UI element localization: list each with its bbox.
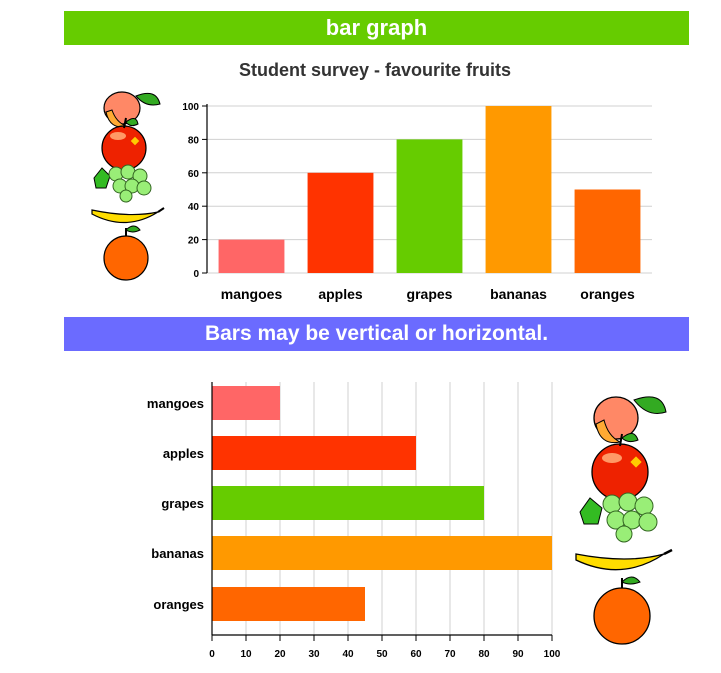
y-tick-label: 60 [188,169,200,180]
x-category-label: bananas [490,286,547,302]
bar-bananas [485,106,552,273]
bar-mangoes [218,239,285,273]
bar-grapes [396,139,463,273]
apple-icon [101,117,147,171]
y-tick-label: 100 [182,102,199,113]
y-category-label: apples [163,446,204,461]
bar-bananas [212,536,552,570]
y-tick-label: 20 [188,236,200,247]
y-tick-label: 80 [188,135,200,146]
x-tick-label: 0 [209,649,215,660]
banana-icon [91,207,165,224]
grapes-icon [93,164,152,203]
bar-oranges [574,189,641,273]
bar-apples [212,436,416,470]
bar-apples [307,172,374,273]
fruit-stack-illustration-right [575,396,673,645]
banana-icon [575,548,673,571]
y-tick-label: 40 [188,202,200,213]
x-tick-label: 60 [410,649,422,660]
vertical-bar-chart: 0 20 40 60 80 100 mangoes apples grapes bananas or… [182,102,652,302]
x-tick-label: 80 [478,649,490,660]
bar-grapes [212,486,484,520]
x-tick-label: 10 [240,649,252,660]
y-category-label: mangoes [147,396,204,411]
x-tick-label: 100 [544,649,561,660]
subtitle-banner: Bars may be vertical or horizontal. [64,317,689,351]
x-category-label: oranges [580,286,635,302]
fruit-stack-illustration-left [91,91,165,281]
bar-oranges [212,587,365,621]
title-banner: bar graph [64,11,689,45]
y-category-label: oranges [153,597,204,612]
x-tick-label: 20 [274,649,286,660]
y-category-label: bananas [151,546,204,561]
mango-icon [593,396,667,444]
x-tick-label: 70 [444,649,456,660]
apple-icon [591,433,649,501]
x-category-label: mangoes [221,286,283,302]
horizontal-bar-chart: 0 10 20 30 40 50 60 70 80 90 100 mangoes apples grape… [147,382,561,660]
y-tick-label: 0 [193,269,199,280]
x-tick-label: 50 [376,649,388,660]
x-tick-label: 90 [512,649,524,660]
orange-icon [593,576,651,645]
grapes-icon [579,492,658,543]
orange-icon [103,225,149,281]
bar-mangoes [212,386,280,420]
x-category-label: grapes [407,286,453,302]
x-tick-label: 40 [342,649,354,660]
y-category-label: grapes [161,496,204,511]
x-category-label: apples [318,286,363,302]
mango-icon [103,91,161,128]
chart-title: Student survey - favourite fruits [238,60,512,80]
x-tick-label: 30 [308,649,320,660]
